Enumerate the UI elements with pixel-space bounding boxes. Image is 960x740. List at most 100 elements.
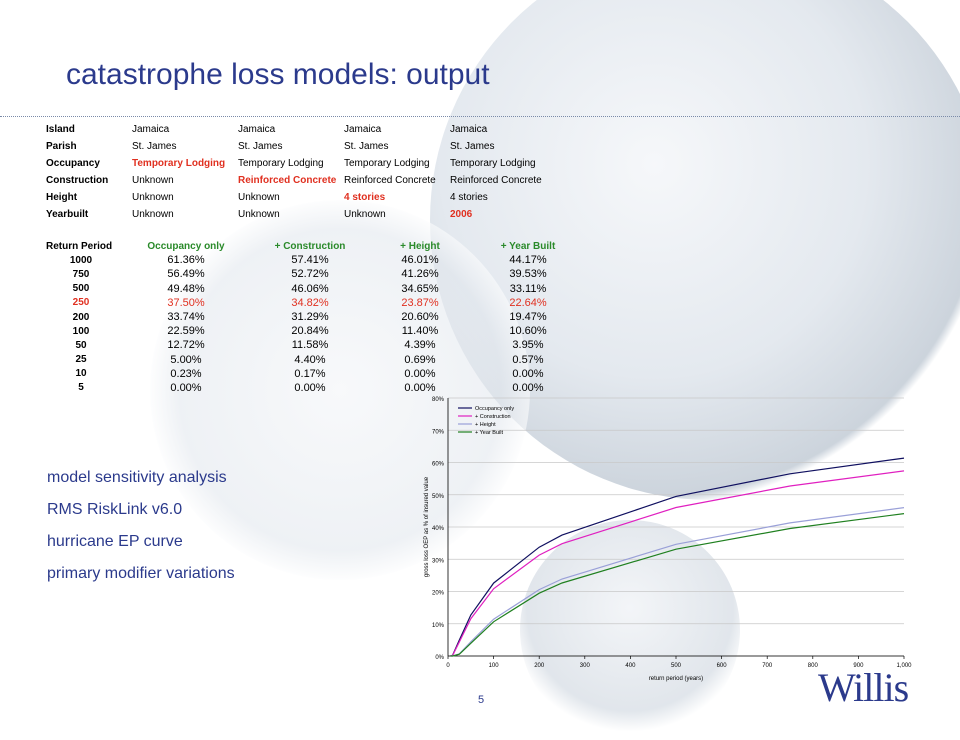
rp-header: Occupancy only [147, 240, 225, 252]
return-period-value: 25 [75, 354, 87, 366]
y-axis-label: gross loss OEP as % of insured value [424, 476, 430, 577]
attribute-value: 2006 [450, 209, 473, 220]
attribute-value: St. James [132, 141, 177, 152]
rp-row: 100 22.59% 20.84% 11.40% 10.60% [46, 324, 580, 338]
rp-row: 750 56.49% 52.72% 41.26% 39.53% [46, 267, 580, 281]
rp-header: + Construction [274, 240, 346, 252]
rp-row: 50 12.72% 11.58% 4.39% 3.95% [46, 338, 580, 352]
loss-value: 23.87% [401, 296, 439, 309]
rp-row: 10 0.23% 0.17% 0.00% 0.00% [46, 367, 580, 381]
loss-value: 10.60% [509, 325, 547, 338]
loss-value: 0.00% [512, 367, 544, 380]
attribute-value: St. James [238, 141, 283, 152]
rp-header: + Year Built [500, 240, 556, 252]
x-tick-label: 0 [446, 663, 450, 669]
bullet-item: primary modifier variations [47, 565, 235, 582]
attribute-value: Reinforced Concrete [238, 175, 337, 186]
y-tick-label: 40% [432, 526, 445, 532]
attribute-value: Reinforced Concrete [450, 175, 542, 186]
y-tick-label: 60% [432, 462, 445, 468]
rp-header-row: Return Period Occupancy only + Construct… [46, 239, 580, 253]
attribute-row: Occupancy Temporary Lodging Temporary Lodg… [46, 155, 556, 172]
attribute-row: Construction Unknown Reinforced Concrete Re… [46, 172, 556, 189]
loss-value: 49.48% [167, 282, 205, 295]
legend-label: Occupancy only [475, 406, 514, 412]
loss-value: 52.72% [291, 268, 329, 281]
x-tick-label: 1,000 [896, 663, 912, 669]
loss-value: 12.72% [167, 339, 205, 352]
y-tick-label: 30% [432, 558, 445, 564]
return-period-value: 10 [75, 368, 87, 380]
loss-value: 33.74% [167, 311, 205, 324]
loss-value: 0.00% [404, 367, 436, 380]
attribute-value: Temporary Lodging [450, 158, 536, 169]
attribute-label: Yearbuilt [46, 209, 89, 220]
attribute-value: Jamaica [238, 124, 276, 135]
loss-value: 34.65% [401, 282, 439, 295]
loss-value: 46.06% [291, 282, 329, 295]
rp-row: 1000 61.36% 57.41% 46.01% 44.17% [46, 253, 580, 267]
loss-value: 0.69% [404, 353, 436, 366]
x-tick-label: 300 [580, 663, 591, 669]
page-number: 5 [478, 694, 485, 706]
rp-header: + Height [400, 240, 440, 252]
x-axis-label: return period (years) [649, 676, 703, 682]
loss-value: 0.57% [512, 353, 544, 366]
attribute-row: Yearbuilt Unknown Unknown Unknown 2006 [46, 206, 556, 223]
attribute-row: Height Unknown Unknown 4 stories 4 stories [46, 189, 556, 206]
attribute-value: Jamaica [132, 124, 170, 135]
return-period-value: 50 [75, 339, 87, 351]
loss-value: 39.53% [509, 268, 547, 281]
loss-value: 57.41% [291, 254, 329, 267]
loss-value: 0.00% [170, 381, 202, 394]
attribute-label: Height [46, 192, 78, 203]
loss-value: 56.49% [167, 268, 205, 281]
attribute-label: Occupancy [46, 158, 100, 169]
loss-value: 11.40% [401, 325, 439, 338]
loss-value: 4.39% [404, 339, 436, 352]
legend-label: + Year Built [475, 430, 503, 436]
loss-value: 3.95% [512, 339, 544, 352]
bullet-list: model sensitivity analysis RMS RiskLink … [47, 462, 235, 590]
attribute-value: 4 stories [450, 192, 488, 203]
y-tick-label: 80% [432, 397, 445, 403]
rp-row: 25 5.00% 4.40% 0.69% 0.57% [46, 353, 580, 367]
attribute-value: Unknown [132, 175, 174, 186]
attribute-value: Temporary Lodging [344, 158, 430, 169]
loss-value: 22.59% [167, 325, 205, 338]
rp-row: 200 33.74% 31.29% 20.60% 19.47% [46, 310, 580, 324]
attribute-value: St. James [450, 141, 495, 152]
loss-value: 0.00% [294, 381, 326, 394]
x-tick-label: 800 [808, 663, 819, 669]
return-period-value: 500 [72, 283, 90, 295]
attribute-value: Unknown [238, 192, 280, 203]
y-tick-label: 0% [435, 655, 444, 661]
x-tick-label: 600 [717, 663, 728, 669]
title-divider [0, 116, 960, 117]
attribute-value: Unknown [344, 209, 386, 220]
rp-header: Return Period [46, 240, 113, 252]
attribute-row: Parish St. James St. James St. James St. Jam… [46, 138, 556, 155]
attribute-value: Jamaica [450, 124, 488, 135]
loss-value: 46.01% [401, 254, 439, 267]
return-period-value: 100 [72, 325, 90, 337]
attribute-value: St. James [344, 141, 389, 152]
return-period-value: 200 [72, 311, 90, 323]
x-tick-label: 100 [489, 663, 500, 669]
x-tick-label: 200 [534, 663, 545, 669]
rp-row: 500 49.48% 46.06% 34.65% 33.11% [46, 282, 580, 296]
loss-value: 31.29% [291, 311, 329, 324]
loss-value: 0.17% [294, 367, 326, 380]
attribute-value: Jamaica [344, 124, 382, 135]
loss-value: 37.50% [167, 296, 205, 309]
loss-value: 0.00% [512, 381, 544, 394]
attribute-label: Parish [46, 141, 77, 152]
attribute-value: Unknown [238, 209, 280, 220]
return-period-value: 5 [78, 382, 84, 394]
loss-value: 19.47% [509, 311, 547, 324]
y-tick-label: 20% [432, 591, 445, 597]
attribute-value: Unknown [132, 192, 174, 203]
globe-background-bottom [520, 520, 740, 740]
loss-value: 4.40% [294, 353, 326, 366]
legend-label: + Height [475, 422, 496, 428]
